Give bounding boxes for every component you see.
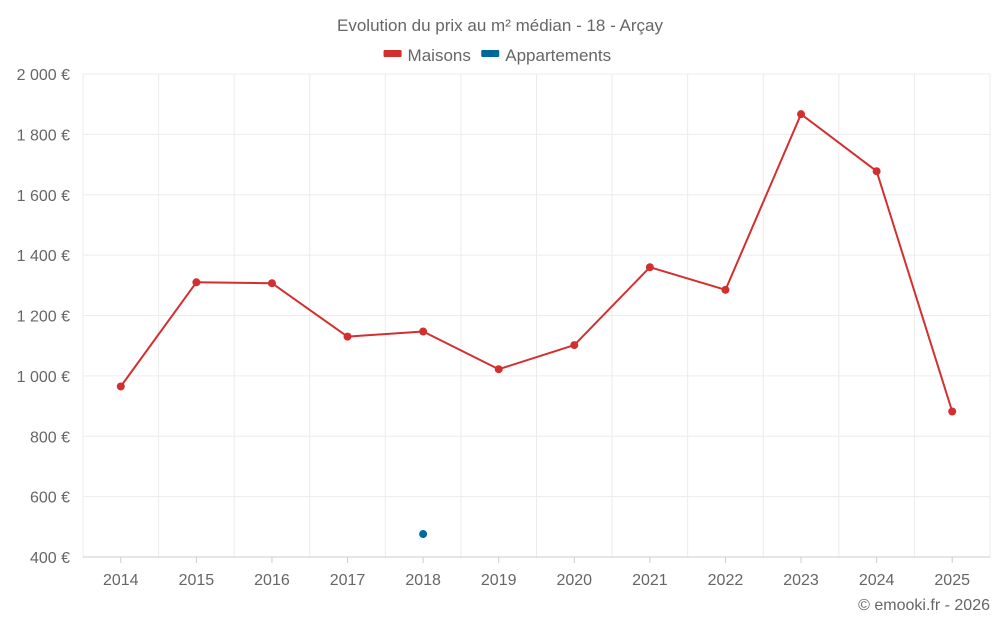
data-point-maisons bbox=[948, 407, 957, 416]
data-point-appartements bbox=[419, 530, 428, 539]
y-tick-label: 600 € bbox=[30, 490, 70, 507]
y-tick-label: 800 € bbox=[30, 429, 70, 446]
series-layer bbox=[116, 110, 957, 539]
data-point-maisons bbox=[192, 278, 201, 287]
data-point-maisons bbox=[116, 382, 125, 391]
x-tick-label: 2024 bbox=[859, 572, 895, 589]
x-tick-label: 2018 bbox=[405, 572, 441, 589]
y-tick-label: 1 600 € bbox=[17, 188, 70, 205]
x-tick-label: 2021 bbox=[632, 572, 668, 589]
legend-swatch-appartements bbox=[481, 50, 500, 57]
data-point-maisons bbox=[645, 263, 654, 272]
y-tick-label: 1 000 € bbox=[17, 369, 70, 386]
x-tick-label: 2014 bbox=[103, 572, 139, 589]
x-tick-label: 2020 bbox=[556, 572, 592, 589]
data-point-maisons bbox=[419, 327, 428, 336]
data-point-maisons bbox=[494, 365, 503, 374]
credit-text: © emooki.fr - 2026 bbox=[858, 597, 990, 614]
x-tick-label: 2019 bbox=[481, 572, 517, 589]
y-axis: 400 € 600 € 800 € 1 000 € 1 200 € 1 400 € 1 60… bbox=[17, 67, 70, 567]
x-axis: 2014 2015 2016 2017 2018 2019 2020 2021 2022 2023… bbox=[83, 556, 990, 589]
x-tick-label: 2025 bbox=[934, 572, 970, 589]
x-tick-label: 2017 bbox=[330, 572, 366, 589]
y-tick-label: 2 000 € bbox=[17, 67, 70, 84]
series-line-maisons bbox=[119, 113, 954, 412]
legend-label-appartements: Appartements bbox=[505, 46, 611, 65]
legend-swatch-maisons bbox=[383, 50, 402, 57]
data-point-maisons bbox=[343, 332, 352, 341]
legend: Maisons Appartements bbox=[383, 46, 611, 65]
data-point-maisons bbox=[570, 341, 579, 350]
data-point-maisons bbox=[797, 110, 806, 119]
y-tick-label: 1 800 € bbox=[17, 127, 70, 144]
y-tick-label: 400 € bbox=[30, 550, 70, 567]
y-tick-label: 1 400 € bbox=[17, 248, 70, 265]
legend-label-maisons: Maisons bbox=[408, 46, 471, 65]
data-point-maisons bbox=[721, 285, 730, 294]
y-tick-label: 1 200 € bbox=[17, 309, 70, 326]
grid bbox=[82, 73, 991, 557]
data-point-maisons bbox=[267, 279, 276, 288]
x-tick-label: 2015 bbox=[179, 572, 215, 589]
x-tick-label: 2016 bbox=[254, 572, 290, 589]
x-tick-label: 2022 bbox=[708, 572, 744, 589]
data-point-maisons bbox=[872, 167, 881, 176]
x-tick-label: 2023 bbox=[783, 572, 819, 589]
chart-title: Evolution du prix au m² médian - 18 - Ar… bbox=[337, 16, 663, 35]
